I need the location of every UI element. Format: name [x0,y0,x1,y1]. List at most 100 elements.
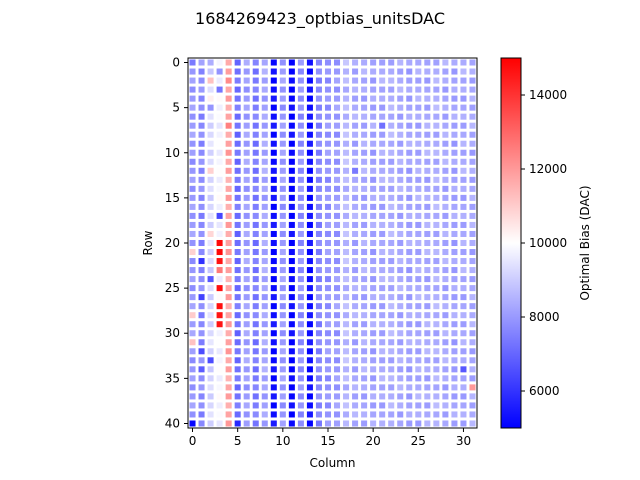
heatmap-cell [469,330,476,337]
heatmap-cell [469,294,476,301]
heatmap-cell [279,357,286,364]
heatmap-cell [279,267,286,274]
heatmap-cell [451,212,458,219]
heatmap-cell [234,167,241,174]
heatmap-cell [243,384,250,391]
heatmap-cell [460,402,467,409]
heatmap-cell [424,393,431,400]
heatmap-cell [261,86,268,93]
heatmap-cell [433,149,440,156]
heatmap-cell [261,149,268,156]
heatmap-cell [225,230,232,237]
heatmap-cell [334,294,341,301]
heatmap-cell [261,384,268,391]
heatmap-cell [397,321,404,328]
heatmap-cell [198,113,205,120]
heatmap-cell [433,384,440,391]
heatmap-cell [288,411,295,418]
heatmap-cell [343,59,350,66]
heatmap-cell [270,194,277,201]
heatmap-cell [460,348,467,355]
heatmap-cell [361,212,368,219]
heatmap-cell [243,176,250,183]
heatmap-cell [334,321,341,328]
heatmap-cell [442,330,449,337]
heatmap-cell [352,221,359,228]
heatmap-cell [315,122,322,129]
heatmap-cell [424,384,431,391]
heatmap-cell [424,185,431,192]
heatmap-cell [433,402,440,409]
heatmap-cell [361,68,368,75]
heatmap-cell [469,113,476,120]
heatmap-cell [343,357,350,364]
heatmap-cell [234,122,241,129]
heatmap-cell [225,411,232,418]
heatmap-cell [234,312,241,319]
heatmap-cell [225,321,232,328]
heatmap-cell [306,77,313,84]
heatmap-cell [243,131,250,138]
heatmap-cell [334,131,341,138]
heatmap-cell [324,411,331,418]
heatmap-cell [415,258,422,265]
heatmap-cell [198,375,205,382]
heatmap-cell [198,348,205,355]
heatmap-cell [352,303,359,310]
heatmap-cell [207,212,214,219]
heatmap-cell [442,285,449,292]
heatmap-cell [261,402,268,409]
heatmap-cell [198,303,205,310]
heatmap-cell [388,258,395,265]
heatmap-cell [252,212,259,219]
heatmap-cell [324,77,331,84]
heatmap-cell [198,420,205,427]
heatmap-cell [451,321,458,328]
heatmap-cell [225,348,232,355]
heatmap-cell [406,140,413,147]
heatmap-cell [252,86,259,93]
heatmap-cell [306,95,313,102]
heatmap-cell [433,375,440,382]
heatmap-cell [469,411,476,418]
heatmap-cell [315,194,322,201]
heatmap-cell [306,59,313,66]
heatmap-cell [315,267,322,274]
x-tick-label: 20 [366,434,381,448]
heatmap-cell [252,122,259,129]
heatmap-cell [361,167,368,174]
heatmap-cell [406,384,413,391]
heatmap-cell [415,312,422,319]
heatmap-cell [315,104,322,111]
heatmap-cell [261,393,268,400]
heatmap-cell [415,239,422,247]
heatmap-cell [288,167,295,174]
heatmap-cell [442,393,449,400]
heatmap-cell [361,276,368,283]
heatmap-cell [352,366,359,373]
heatmap-cell [306,366,313,373]
heatmap-cell [189,339,196,346]
heatmap-cell [306,375,313,382]
heatmap-cell [216,276,223,283]
heatmap-cell [207,221,214,228]
heatmap-cell [433,285,440,292]
heatmap-cell [315,294,322,301]
heatmap-cell [424,239,431,247]
heatmap-cell [216,375,223,382]
heatmap-cell [306,113,313,120]
heatmap-cell [334,249,341,256]
heatmap-cell [433,194,440,201]
heatmap-cell [288,185,295,192]
heatmap-cell [442,59,449,66]
heatmap-cell [270,77,277,84]
heatmap-cell [279,294,286,301]
heatmap-cell [297,203,304,210]
heatmap-cell [352,402,359,409]
heatmap-cell [225,59,232,66]
heatmap-cell [306,104,313,111]
heatmap-cell [334,95,341,102]
heatmap-cell [288,294,295,301]
heatmap-cell [279,258,286,265]
heatmap-cell [288,402,295,409]
